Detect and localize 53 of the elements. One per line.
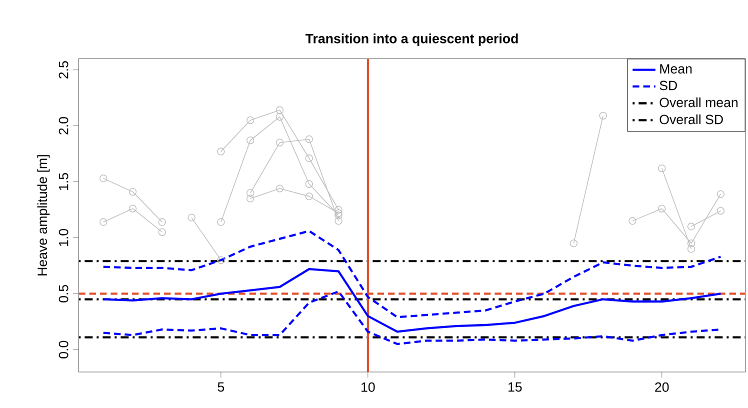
line-series [102,230,722,318]
y-tick-label: 2.5 [58,61,68,78]
chart-title: Transition into a quiescent period [305,34,518,46]
point [628,217,636,225]
point [334,206,342,214]
point [246,194,254,202]
point [217,218,225,226]
point [334,211,342,220]
point [99,218,108,226]
y-tick-label: 0.5 [58,284,68,302]
point [276,184,284,192]
point [246,189,254,197]
y-tick-label: 2.0 [58,117,68,134]
point [276,106,284,114]
point [128,204,137,212]
point [716,190,725,198]
point [334,209,342,217]
point [334,217,342,225]
point [570,239,578,248]
point [305,154,313,162]
point [188,214,196,222]
x-tick-label: 20 [655,382,669,392]
point [305,180,313,188]
legend-label: Mean [660,64,692,74]
point [276,112,284,121]
point [305,135,313,144]
point [99,174,108,182]
legend-label: SD [660,80,678,90]
legend-label: Overall SD [660,114,723,124]
point [276,138,284,146]
y-tick-label: 1.0 [58,228,68,246]
y-axis-title: Heave amplitude [m] [37,155,50,276]
point [658,164,666,172]
point [217,148,225,156]
point [599,112,607,120]
point [716,206,725,215]
point [658,204,666,212]
point [128,188,137,196]
x-tick-label: 5 [218,382,224,392]
x-tick-label: 15 [508,382,522,392]
x-tick-label: 10 [362,382,375,392]
point [246,116,254,124]
point [217,256,225,264]
point [305,192,313,200]
point [687,245,696,253]
point [158,218,166,226]
point [246,136,254,144]
y-tick-label: 0.0 [58,340,68,358]
point [687,222,696,230]
point [687,239,696,248]
point [158,228,166,236]
legend-label: Overall mean [660,97,738,108]
y-tick-label: 1.5 [58,173,68,190]
